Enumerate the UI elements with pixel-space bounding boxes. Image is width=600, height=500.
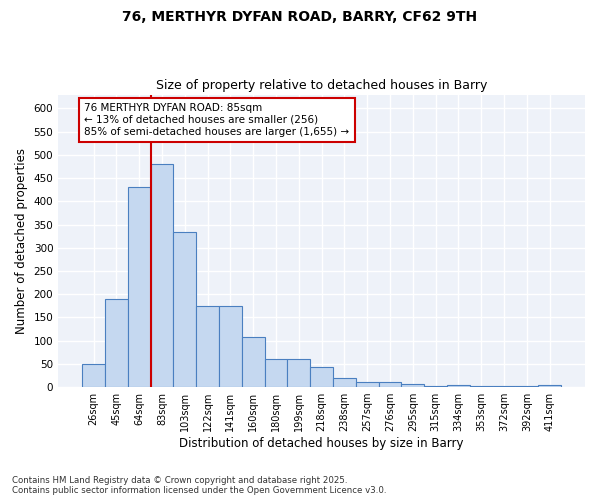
Bar xyxy=(310,367,333,387)
Bar xyxy=(287,359,310,387)
Bar xyxy=(151,164,173,387)
Bar xyxy=(447,385,470,387)
Title: Size of property relative to detached houses in Barry: Size of property relative to detached ho… xyxy=(156,79,487,92)
Bar xyxy=(424,386,447,387)
Bar xyxy=(219,306,242,387)
Bar xyxy=(515,386,538,387)
Bar xyxy=(128,188,151,387)
Bar xyxy=(401,384,424,387)
Bar xyxy=(538,385,561,387)
Bar xyxy=(82,364,105,387)
Bar xyxy=(105,299,128,387)
Text: 76 MERTHYR DYFAN ROAD: 85sqm
← 13% of detached houses are smaller (256)
85% of s: 76 MERTHYR DYFAN ROAD: 85sqm ← 13% of de… xyxy=(85,104,350,136)
Bar xyxy=(379,382,401,387)
X-axis label: Distribution of detached houses by size in Barry: Distribution of detached houses by size … xyxy=(179,437,464,450)
Bar xyxy=(333,378,356,387)
Bar xyxy=(173,232,196,387)
Bar xyxy=(242,337,265,387)
Bar xyxy=(493,386,515,387)
Y-axis label: Number of detached properties: Number of detached properties xyxy=(15,148,28,334)
Bar xyxy=(196,306,219,387)
Text: 76, MERTHYR DYFAN ROAD, BARRY, CF62 9TH: 76, MERTHYR DYFAN ROAD, BARRY, CF62 9TH xyxy=(122,10,478,24)
Bar xyxy=(265,359,287,387)
Bar xyxy=(470,386,493,387)
Bar xyxy=(356,382,379,387)
Text: Contains HM Land Registry data © Crown copyright and database right 2025.
Contai: Contains HM Land Registry data © Crown c… xyxy=(12,476,386,495)
